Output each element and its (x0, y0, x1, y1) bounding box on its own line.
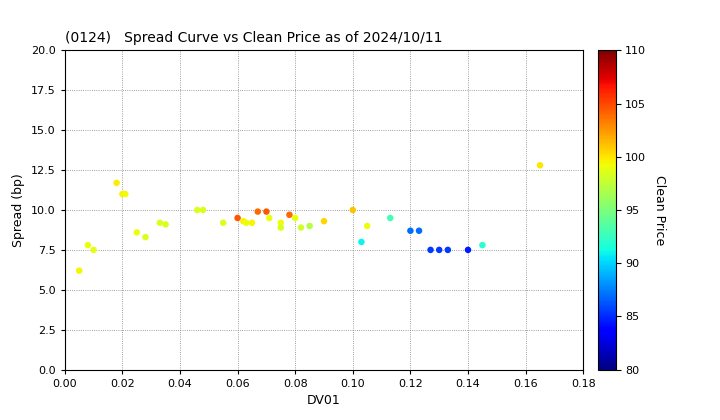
Y-axis label: Spread (bp): Spread (bp) (12, 173, 25, 247)
Point (232, 215, 243, 221)
Point (217, 219, 229, 226)
Point (192, 207, 203, 213)
Point (131, 229, 143, 236)
Point (413, 227, 425, 234)
Point (425, 247, 436, 253)
Point (433, 247, 445, 253)
Point (111, 179, 122, 186)
Point (240, 219, 252, 226)
Point (356, 239, 367, 245)
Point (197, 207, 209, 213)
Point (160, 221, 171, 228)
Point (405, 227, 416, 234)
Point (442, 247, 454, 253)
Point (154, 219, 166, 226)
Point (384, 215, 396, 221)
Point (295, 224, 307, 231)
Point (73, 267, 85, 274)
Point (275, 224, 287, 231)
Point (361, 223, 373, 229)
Point (246, 219, 258, 226)
Point (88, 247, 99, 253)
Point (120, 191, 131, 197)
Point (275, 219, 287, 226)
Point (534, 162, 546, 169)
Text: (0124)   Spread Curve vs Clean Price as of 2024/10/11: (0124) Spread Curve vs Clean Price as of… (65, 31, 442, 45)
Point (304, 223, 315, 229)
X-axis label: DV01: DV01 (307, 394, 341, 407)
Point (347, 207, 359, 213)
Point (140, 234, 151, 241)
Point (318, 218, 330, 225)
Y-axis label: Clean Price: Clean Price (653, 175, 666, 245)
Point (117, 191, 128, 197)
Point (477, 242, 488, 249)
Point (82, 242, 94, 249)
Point (252, 208, 264, 215)
Point (261, 208, 272, 215)
Point (264, 215, 275, 221)
Point (462, 247, 474, 253)
Point (238, 218, 249, 225)
Point (289, 215, 301, 221)
Point (284, 211, 295, 218)
